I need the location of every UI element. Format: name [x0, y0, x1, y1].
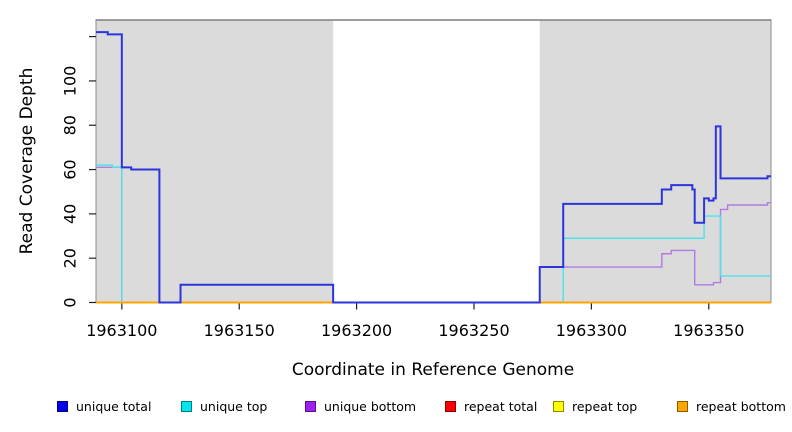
legend-label: unique total [76, 399, 152, 414]
shaded-region [539, 20, 771, 303]
y-tick-label: 0 [61, 297, 80, 307]
legend-swatch-icon [553, 401, 564, 412]
legend-label: repeat total [464, 399, 538, 414]
legend-label: unique top [200, 399, 268, 414]
legend-swatch-icon [677, 401, 688, 412]
x-tick-label: 1963250 [438, 321, 509, 340]
legend-item-repeat-bottom: repeat bottom [677, 399, 786, 414]
y-tick-label: 40 [61, 204, 80, 224]
y-tick-label: 20 [61, 248, 80, 268]
x-axis-title: Coordinate in Reference Genome [291, 360, 575, 380]
chart-legend: unique total unique top unique bottom repea… [0, 399, 792, 423]
legend-label: repeat top [572, 399, 638, 414]
y-tick-label: 60 [61, 159, 80, 179]
legend-label: unique bottom [324, 399, 417, 414]
series-line-unique-total [96, 31, 771, 304]
series-line-unique-top [96, 164, 771, 304]
y-tick-label: 80 [61, 115, 80, 135]
y-axis-title: Read Coverage Depth [17, 67, 37, 255]
legend-swatch-icon [445, 401, 456, 412]
shaded-region [96, 20, 334, 303]
x-tick-label: 1963300 [556, 321, 627, 340]
y-tick-label: 100 [61, 66, 80, 97]
legend-item-unique-top: unique top [181, 399, 267, 414]
legend-swatch-icon [305, 401, 316, 412]
legend-swatch-icon [181, 401, 192, 412]
legend-swatch-icon [57, 401, 68, 412]
legend-item-unique-total: unique total [57, 399, 151, 414]
legend-item-repeat-total: repeat total [445, 399, 537, 414]
x-tick-label: 1963150 [204, 321, 275, 340]
legend-item-unique-bottom: unique bottom [305, 399, 416, 414]
x-tick-label: 1963100 [86, 321, 157, 340]
legend-label: repeat bottom [696, 399, 786, 414]
x-tick-label: 1963350 [673, 321, 744, 340]
x-tick-label: 1963200 [321, 321, 392, 340]
legend-item-repeat-top: repeat top [553, 399, 637, 414]
